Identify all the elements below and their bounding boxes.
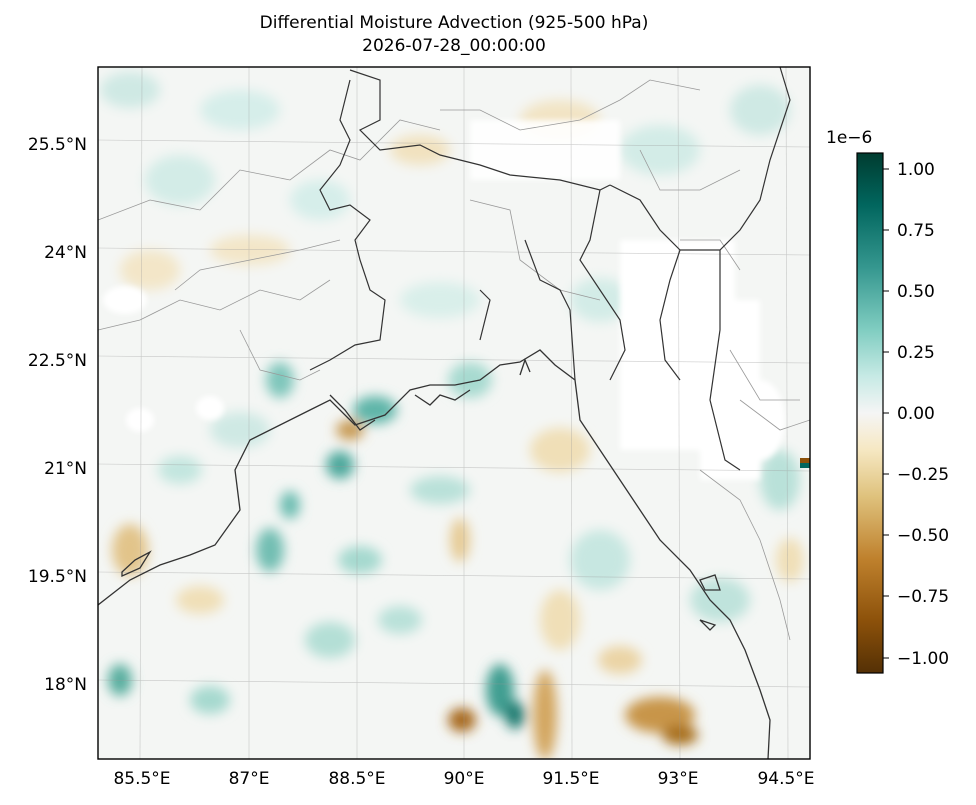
y-tick-label: 24°N (44, 243, 87, 263)
colorbar-tick-label: −0.50 (897, 526, 949, 546)
x-tick-label: 91.5°E (542, 769, 599, 789)
coastline (98, 349, 771, 759)
x-tick-label: 94.5°E (757, 769, 814, 789)
chart-title: Differential Moisture Advection (925-500… (259, 13, 649, 33)
colorbar-tick-label: 1.00 (897, 160, 935, 180)
x-tick-label: 87°E (229, 769, 270, 789)
y-tick-label: 25.5°N (28, 135, 87, 155)
country-borders (309, 67, 791, 471)
x-tick-label: 88.5°E (328, 769, 385, 789)
colorbar-tick-label: −1.00 (897, 649, 949, 669)
colorbar-tick-label: −0.75 (897, 587, 949, 607)
colorbar-exponent: 1e−6 (826, 128, 873, 148)
y-tick-label: 21°N (44, 459, 87, 479)
x-tick-label: 90°E (444, 769, 485, 789)
colorbar-tick-label: 0.75 (897, 221, 935, 241)
state-boundaries (98, 79, 810, 641)
graticule (98, 67, 810, 759)
colorbar-tick-label: 0.25 (897, 343, 935, 363)
colorbar-tick-label: 0.00 (897, 404, 935, 424)
colorbar-tick-label: −0.25 (897, 465, 949, 485)
colorbar-tick-label: 0.50 (897, 282, 935, 302)
x-tick-label: 85.5°E (113, 769, 170, 789)
y-tick-label: 22.5°N (28, 351, 87, 371)
y-tick-label: 19.5°N (28, 567, 87, 587)
y-tick-label: 18°N (44, 675, 87, 695)
colorbar: 1.00 0.75 0.50 0.25 0.00 −0.25 −0.50 −0.… (856, 152, 949, 674)
colorbar-gradient (856, 152, 884, 674)
x-tick-label: 93°E (658, 769, 699, 789)
chart-timestamp: 2026-07-28_00:00:00 (362, 36, 546, 56)
map-frame (97, 66, 811, 760)
advection-field (98, 67, 810, 759)
